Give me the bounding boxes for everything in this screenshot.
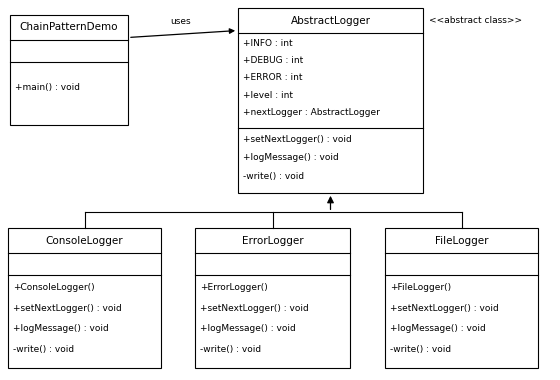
Text: AbstractLogger: AbstractLogger (291, 16, 371, 25)
Text: +ERROR : int: +ERROR : int (243, 73, 302, 82)
Text: -write() : void: -write() : void (243, 172, 304, 181)
Text: +INFO : int: +INFO : int (243, 39, 293, 48)
Bar (195, 228, 350, 368)
Text: ConsoleLogger: ConsoleLogger (46, 236, 123, 245)
Text: uses: uses (171, 17, 192, 26)
Text: -write() : void: -write() : void (390, 345, 451, 354)
Text: +main() : void: +main() : void (15, 83, 80, 92)
Bar (385, 228, 538, 368)
Text: <<abstract class>>: <<abstract class>> (429, 16, 522, 25)
Text: -write() : void: -write() : void (200, 345, 261, 354)
Text: +logMessage() : void: +logMessage() : void (243, 153, 339, 162)
Text: +ConsoleLogger(): +ConsoleLogger() (13, 283, 95, 292)
Text: +logMessage() : void: +logMessage() : void (13, 324, 109, 333)
Text: ChainPatternDemo: ChainPatternDemo (20, 22, 118, 33)
Text: +setNextLogger() : void: +setNextLogger() : void (390, 304, 499, 313)
Bar (10, 15, 128, 125)
Text: +ErrorLogger(): +ErrorLogger() (200, 283, 268, 292)
Bar (238, 8, 423, 193)
Bar (8, 228, 161, 368)
Text: +nextLogger : AbstractLogger: +nextLogger : AbstractLogger (243, 108, 380, 117)
Text: ErrorLogger: ErrorLogger (242, 236, 304, 245)
Text: +logMessage() : void: +logMessage() : void (200, 324, 296, 333)
Text: +DEBUG : int: +DEBUG : int (243, 56, 304, 65)
Text: +FileLogger(): +FileLogger() (390, 283, 451, 292)
Text: FileLogger: FileLogger (435, 236, 488, 245)
Text: +setNextLogger() : void: +setNextLogger() : void (243, 135, 352, 144)
Text: +logMessage() : void: +logMessage() : void (390, 324, 486, 333)
Text: +setNextLogger() : void: +setNextLogger() : void (13, 304, 122, 313)
Text: +level : int: +level : int (243, 91, 293, 100)
Text: +setNextLogger() : void: +setNextLogger() : void (200, 304, 309, 313)
Text: -write() : void: -write() : void (13, 345, 74, 354)
